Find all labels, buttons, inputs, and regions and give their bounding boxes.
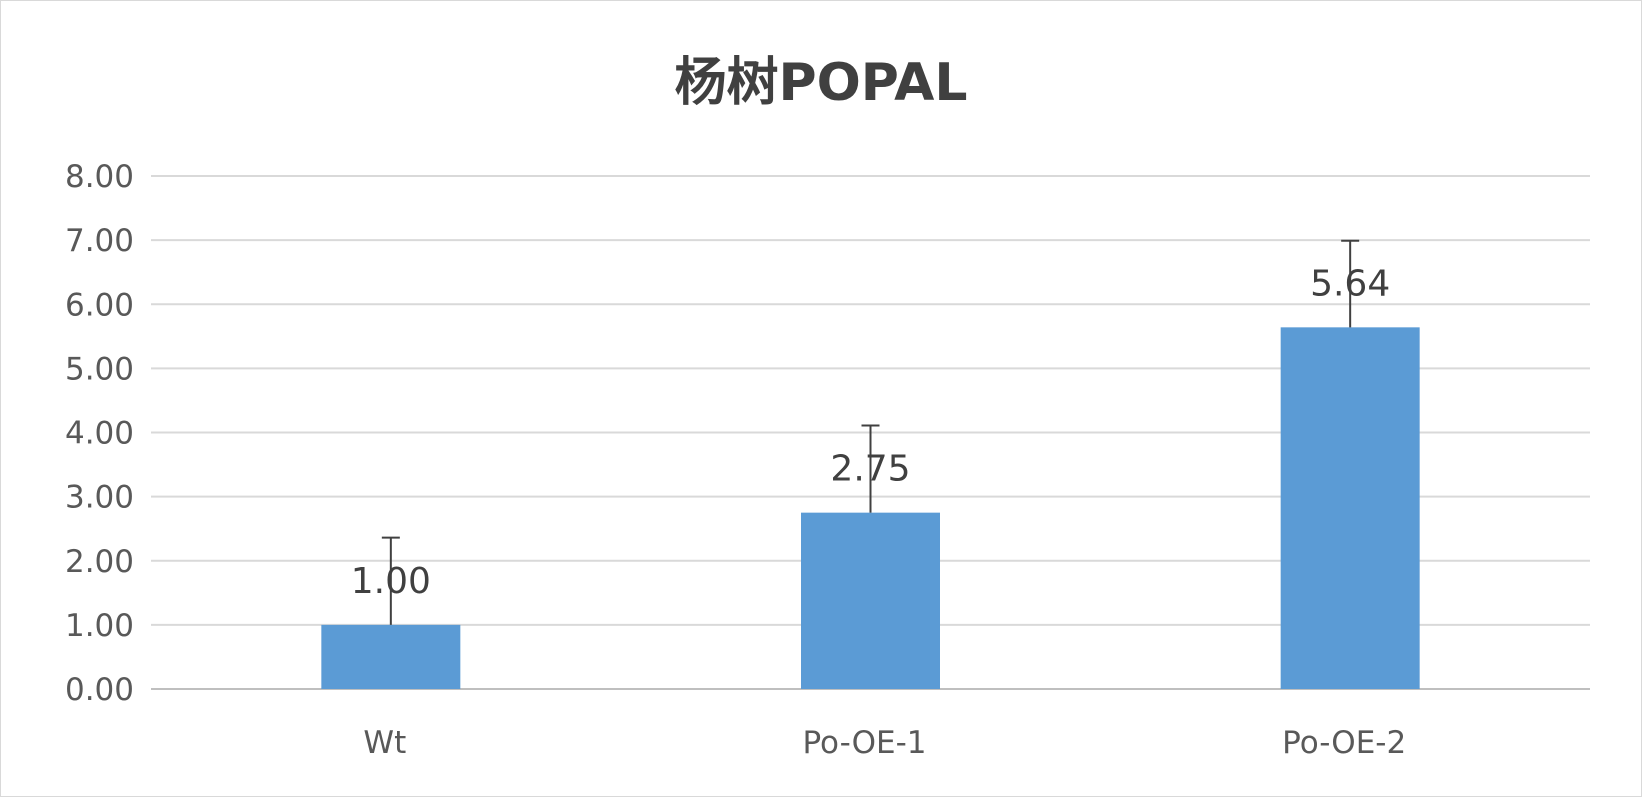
- data-label: 2.75: [830, 449, 910, 490]
- error-bars: [381, 239, 1360, 625]
- category-label: Po-OE-2: [1282, 725, 1406, 761]
- bars: [321, 327, 1420, 689]
- x-axis-categories: Wt Po-OE-1 Po-OE-2: [363, 725, 1406, 761]
- y-tick-label: 3.00: [65, 480, 134, 516]
- category-label: Wt: [363, 725, 406, 761]
- y-tick-label: 2.00: [65, 544, 134, 580]
- y-tick-label: 0.00: [65, 672, 134, 708]
- data-label: 1.00: [351, 561, 431, 602]
- category-label: Po-OE-1: [802, 725, 926, 761]
- bar-po-oe-2: [1280, 327, 1420, 689]
- bar-po-oe-1: [801, 512, 940, 689]
- data-label: 5.64: [1310, 263, 1390, 304]
- bar-wt: [321, 624, 461, 689]
- y-tick-label: 4.00: [65, 416, 134, 452]
- y-tick-label: 5.00: [65, 351, 134, 387]
- data-labels: 1.00 2.75 5.64: [351, 263, 1390, 602]
- y-axis-ticks: 0.00 1.00 2.00 3.00 4.00 5.00 6.00 7.00 8.00: [65, 159, 134, 708]
- chart-title: 杨树POPAL: [674, 53, 967, 113]
- y-tick-label: 7.00: [65, 223, 134, 259]
- y-tick-label: 1.00: [65, 608, 134, 644]
- y-tick-label: 8.00: [65, 159, 134, 195]
- y-tick-label: 6.00: [65, 287, 134, 323]
